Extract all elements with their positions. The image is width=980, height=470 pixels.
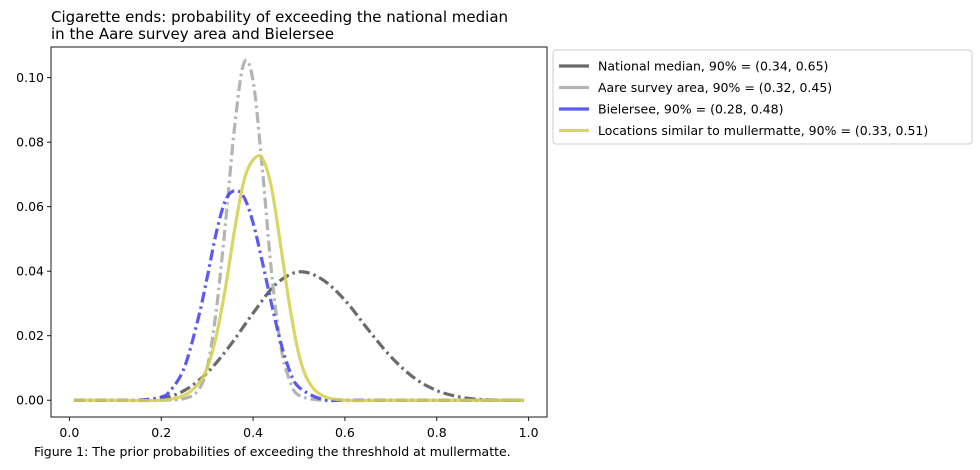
x-tick-label: 0.6 <box>335 425 355 440</box>
legend-label-2: Aare survey area, 90% = (0.32, 0.45) <box>598 80 832 95</box>
legend-label-3: Bielersee, 90% = (0.28, 0.48) <box>598 102 783 117</box>
legend: National median, 90% = (0.34, 0.65) Aare … <box>552 49 973 145</box>
x-axis: 0.0 0.2 0.4 0.6 0.8 1.0 <box>59 417 539 440</box>
figure-caption: Figure 1: The prior probabilities of exc… <box>34 444 511 459</box>
y-tick-label: 0.08 <box>16 135 44 150</box>
y-tick-label: 0.02 <box>16 328 44 343</box>
plot-frame <box>50 46 548 418</box>
x-tick-label: 0.4 <box>243 425 263 440</box>
legend-box <box>552 49 973 145</box>
legend-label-4: Locations similar to mullermatte, 90% = … <box>598 123 928 138</box>
x-tick-label: 0.2 <box>151 425 171 440</box>
x-tick-label: 0.8 <box>427 425 447 440</box>
chart-title-line-2: in the Aare survey area and Bielersee <box>51 25 334 43</box>
y-tick-label: 0.10 <box>16 70 44 85</box>
x-tick-label: 1.0 <box>519 425 539 440</box>
series-line-1 <box>73 270 525 402</box>
series-layer <box>73 58 525 403</box>
y-tick-label: 0.00 <box>16 393 44 408</box>
y-axis: 0.00 0.02 0.04 0.06 0.08 0.10 <box>16 70 51 408</box>
series-line-4 <box>73 154 525 403</box>
series-line-3 <box>73 188 525 403</box>
chart-title-line-1: Cigarette ends: probability of exceeding… <box>51 8 508 26</box>
legend-label-1: National median, 90% = (0.34, 0.65) <box>598 59 828 74</box>
y-tick-label: 0.04 <box>16 264 44 279</box>
y-tick-label: 0.06 <box>16 199 44 214</box>
x-tick-label: 0.0 <box>59 425 79 440</box>
